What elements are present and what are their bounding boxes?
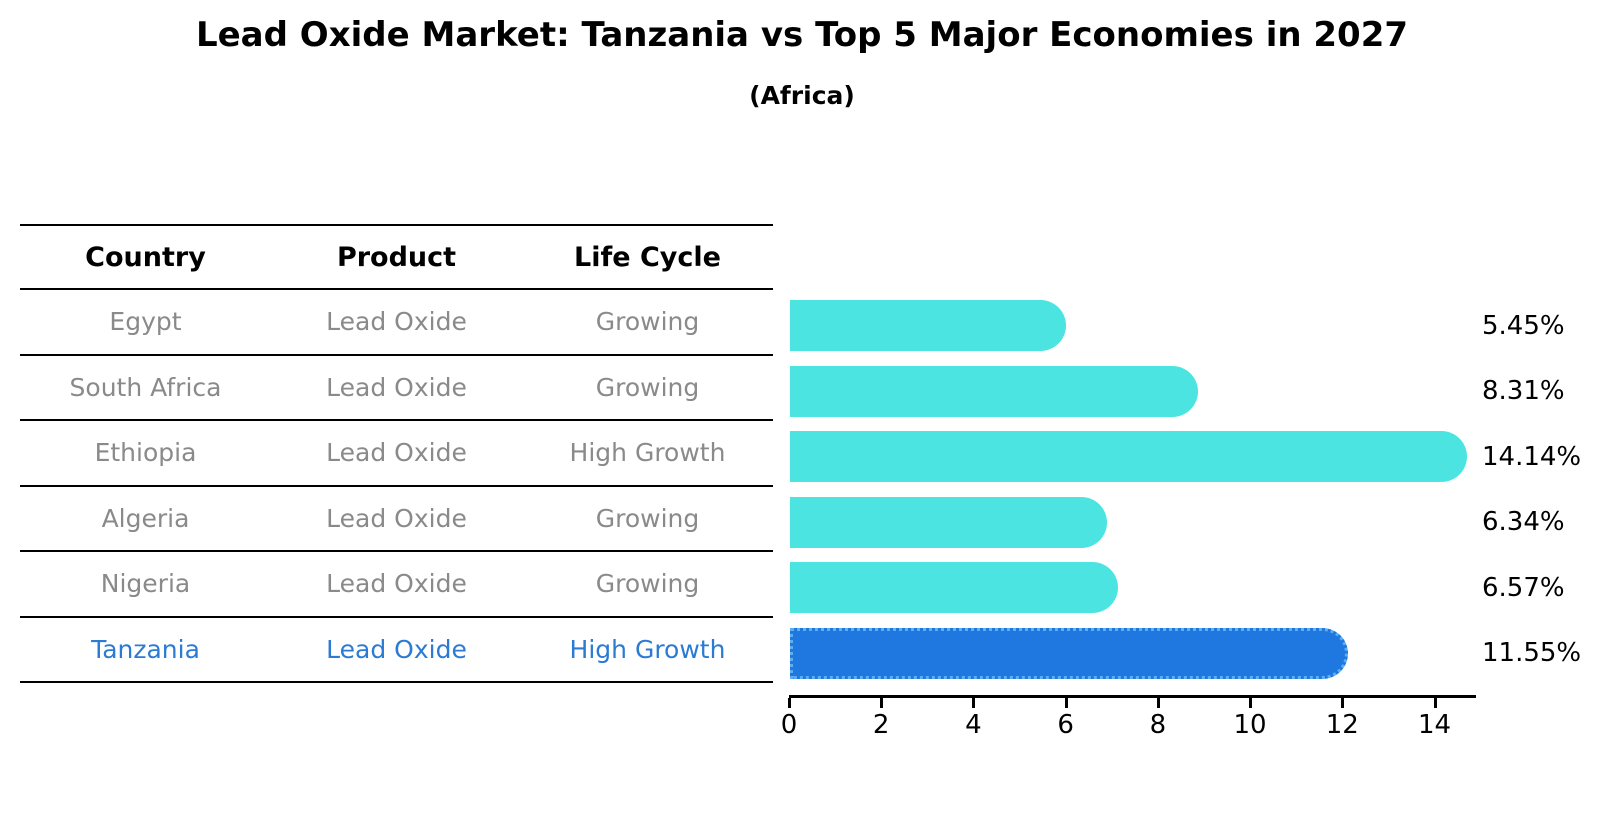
life-cycle-cell: Growing — [595, 372, 700, 402]
life-cycle-cell: Growing — [595, 503, 700, 533]
country-cell: Nigeria — [100, 569, 191, 599]
country-cell: Tanzania — [91, 634, 200, 664]
tick-mark — [1249, 698, 1253, 708]
chart-title: Lead Oxide Market: Tanzania vs Top 5 Maj… — [195, 15, 1409, 55]
bar-nigeria — [790, 562, 1118, 613]
product-cell: Lead Oxide — [326, 372, 467, 402]
bar-tanzania-highlighted — [790, 627, 1348, 679]
tick-mark — [1433, 698, 1437, 708]
table-row: South Africa Lead Oxide Growing — [20, 356, 773, 421]
table-row: Ethiopia Lead Oxide High Growth — [20, 421, 773, 487]
table-header-product: Product — [336, 241, 457, 273]
country-cell: Ethiopia — [94, 438, 197, 468]
tick-label: 6 — [1057, 710, 1074, 740]
table-row: Algeria Lead Oxide Growing — [20, 487, 773, 552]
chart-subtitle: (Africa) — [749, 81, 855, 110]
table-header-life-cycle: Life Cycle — [574, 241, 721, 273]
product-cell: Lead Oxide — [326, 569, 467, 599]
bar-plot-area — [790, 300, 1480, 693]
tick-mark — [1341, 698, 1345, 708]
tick-label: 10 — [1233, 710, 1267, 740]
tick-mark — [972, 698, 976, 708]
tick-mark — [1064, 698, 1068, 708]
country-cell: Algeria — [101, 503, 190, 533]
tick-label: 0 — [780, 710, 798, 740]
tick-mark — [1156, 698, 1160, 708]
country-table: Country Product Life Cycle Egypt Lead Ox… — [20, 224, 773, 683]
country-cell: Egypt — [109, 307, 182, 337]
bar-algeria — [790, 496, 1108, 548]
life-cycle-cell: High Growth — [569, 438, 726, 468]
life-cycle-cell: Growing — [595, 307, 700, 337]
tick-label: 14 — [1417, 710, 1452, 740]
tick-mark — [880, 698, 884, 708]
life-cycle-cell: High Growth — [569, 634, 726, 664]
bar-value-label: 6.57% — [1482, 572, 1565, 603]
product-cell: Lead Oxide — [326, 438, 467, 468]
tick-label: 2 — [872, 710, 890, 740]
country-cell: South Africa — [69, 372, 222, 402]
life-cycle-cell: Growing — [595, 569, 700, 599]
table-row-highlighted: Tanzania Lead Oxide High Growth — [20, 618, 773, 683]
table-header-row: Country Product Life Cycle — [20, 226, 773, 290]
tick-label: 8 — [1149, 710, 1167, 740]
bar-south-africa — [790, 365, 1199, 417]
tick-mark — [788, 698, 791, 708]
tick-label: 4 — [965, 710, 982, 740]
bar-value-label: 11.55% — [1482, 638, 1582, 668]
bar-value-label: 8.31% — [1482, 376, 1565, 406]
bar-value-label: 6.34% — [1482, 507, 1565, 537]
table-row: Nigeria Lead Oxide Growing — [20, 552, 773, 618]
tick-label: 12 — [1325, 710, 1359, 740]
product-cell: Lead Oxide — [326, 307, 467, 337]
product-cell: Lead Oxide — [326, 634, 467, 664]
table-row: Egypt Lead Oxide Growing — [20, 290, 773, 356]
bar-egypt — [790, 300, 1067, 351]
bar-value-label: 5.45% — [1482, 310, 1565, 341]
table-header-country: Country — [85, 241, 206, 273]
product-cell: Lead Oxide — [326, 503, 467, 533]
bar-value-label: 14.14% — [1482, 441, 1582, 472]
x-axis-line — [789, 695, 1476, 698]
bar-ethiopia — [790, 431, 1467, 482]
